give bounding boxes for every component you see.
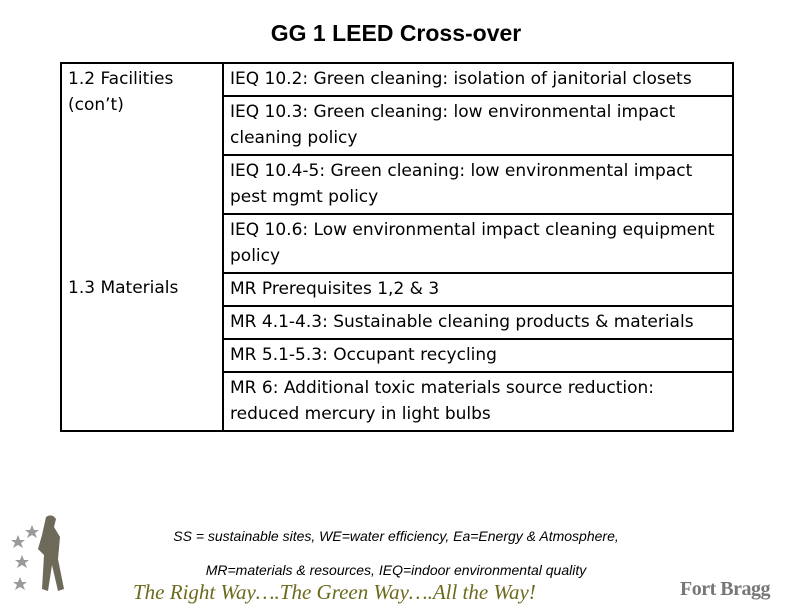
credit-item: IEQ 10.2: Green cleaning: isolation of j…: [223, 63, 733, 97]
credit-item: MR Prerequisites 1,2 & 3: [223, 273, 733, 307]
credit-item: MR 6: Additional toxic materials source …: [223, 372, 733, 432]
crossover-table: 1.2 Facilities (con’t) IEQ 10.2: Green cl…: [60, 62, 734, 432]
credit-item: IEQ 10.4-5: Green cleaning: low environm…: [223, 155, 733, 215]
slogan: The Right Way….The Green Way….All the Wa…: [133, 580, 536, 604]
table-row: MR 5.1-5.3: Occupant recycling: [61, 339, 733, 373]
credit-item: IEQ 10.3: Green cleaning: low environmen…: [223, 96, 733, 156]
soldier-emblem: [11, 515, 64, 591]
table-row: MR 6: Additional toxic materials source …: [61, 372, 733, 432]
credit-item: IEQ 10.6: Low environmental impact clean…: [223, 214, 733, 274]
group-label: 1.2 Facilities (con’t): [61, 63, 224, 273]
footnote: SS = sustainable sites, WE=water efficie…: [173, 528, 619, 544]
table-row: 1.2 Facilities (con’t) IEQ 10.2: Green cl…: [61, 63, 733, 273]
footnote: MR=materials & resources, IEQ=indoor env…: [205, 562, 587, 578]
table-row: IEQ 10.6: Low environmental impact clean…: [61, 214, 733, 274]
credit-item: MR 5.1-5.3: Occupant recycling: [223, 339, 733, 373]
logo-text: Fort Bragg: [680, 578, 770, 600]
table-row: 1.3 Materials MR Prerequisites 1,2 & 3: [61, 273, 733, 431]
table-row: MR 4.1-4.3: Sustainable cleaning product…: [61, 306, 733, 340]
group-label: 1.3 Materials: [61, 273, 224, 431]
slide-title: GG 1 LEED Cross-over: [270, 20, 522, 46]
table-row: IEQ 10.4-5: Green cleaning: low environm…: [61, 155, 733, 215]
table-row: IEQ 10.3: Green cleaning: low environmen…: [61, 96, 733, 156]
credit-item: MR 4.1-4.3: Sustainable cleaning product…: [223, 306, 733, 340]
